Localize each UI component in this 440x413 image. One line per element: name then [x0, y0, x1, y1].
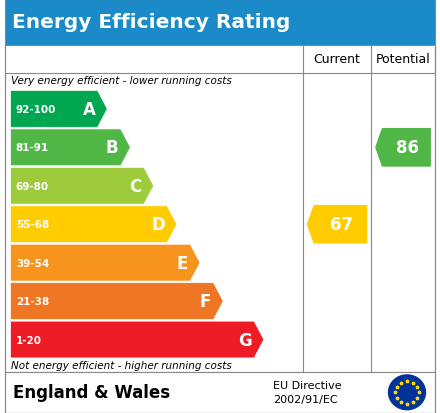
- Circle shape: [389, 375, 425, 410]
- Text: C: C: [129, 177, 142, 195]
- Polygon shape: [11, 168, 154, 205]
- Text: 81-91: 81-91: [16, 143, 49, 153]
- Text: 67: 67: [330, 216, 353, 234]
- Polygon shape: [11, 206, 177, 243]
- Text: England & Wales: England & Wales: [13, 383, 170, 401]
- Text: Very energy efficient - lower running costs: Very energy efficient - lower running co…: [11, 76, 231, 85]
- Bar: [5, 45, 435, 372]
- Text: 86: 86: [396, 139, 419, 157]
- Text: Not energy efficient - higher running costs: Not energy efficient - higher running co…: [11, 360, 231, 370]
- Bar: [5, 0, 435, 45]
- Text: D: D: [151, 216, 165, 234]
- Text: 21-38: 21-38: [16, 297, 49, 306]
- Text: 69-80: 69-80: [16, 181, 49, 191]
- Text: G: G: [238, 331, 252, 349]
- Polygon shape: [11, 283, 223, 320]
- Text: 55-68: 55-68: [16, 220, 49, 230]
- Polygon shape: [11, 321, 264, 358]
- Text: 39-54: 39-54: [16, 258, 49, 268]
- Text: Potential: Potential: [376, 53, 430, 66]
- Text: B: B: [106, 139, 118, 157]
- Text: Energy Efficiency Rating: Energy Efficiency Rating: [12, 13, 290, 32]
- Polygon shape: [11, 244, 200, 281]
- Text: Current: Current: [314, 53, 360, 66]
- Polygon shape: [307, 205, 367, 244]
- Polygon shape: [375, 129, 431, 167]
- Text: F: F: [200, 292, 211, 310]
- Text: EU Directive
2002/91/EC: EU Directive 2002/91/EC: [273, 380, 341, 404]
- Polygon shape: [11, 91, 107, 128]
- Text: 1-20: 1-20: [16, 335, 42, 345]
- Text: E: E: [177, 254, 188, 272]
- Bar: [5, 372, 435, 413]
- Text: 92-100: 92-100: [16, 104, 56, 115]
- Text: A: A: [82, 101, 95, 119]
- Polygon shape: [11, 130, 130, 166]
